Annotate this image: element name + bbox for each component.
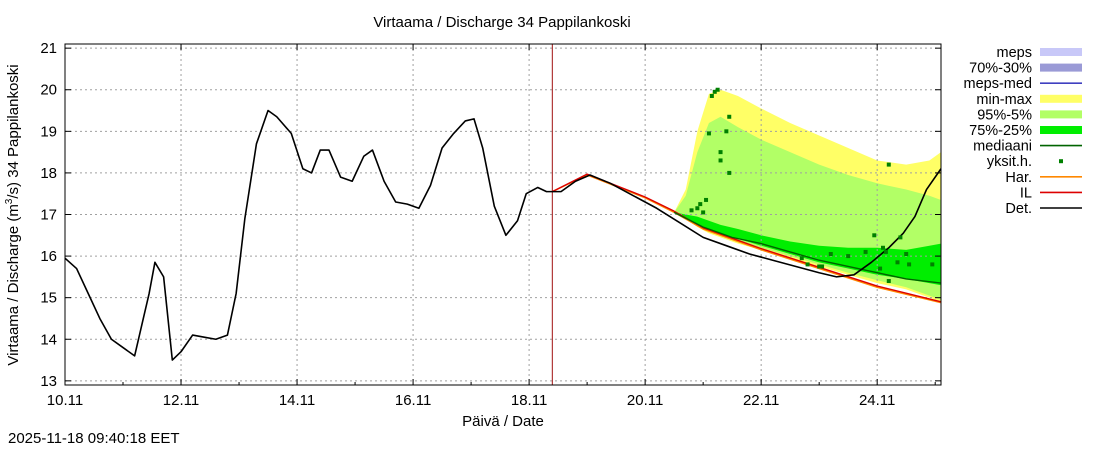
scatter-point-6 <box>709 93 714 98</box>
scatter-point-19 <box>846 254 851 259</box>
series-mediaani <box>673 211 942 284</box>
forecast-bands <box>674 89 941 302</box>
scatter-point-10 <box>718 158 723 163</box>
legend-label-yksit-h: yksit.h. <box>987 154 1032 170</box>
x-tick-label-24-11: 24.11 <box>859 392 895 409</box>
scatter-point-17 <box>820 264 825 269</box>
legend-label-75-25: 75%-25% <box>969 123 1032 139</box>
series-det <box>64 109 942 361</box>
ensemble-member-points <box>689 87 935 284</box>
grid-lines <box>64 44 941 385</box>
scatter-point-16 <box>817 264 822 269</box>
legend-swatch-yksit-h <box>1059 159 1063 164</box>
y-tick-label-18: 18 <box>40 165 57 182</box>
scatter-point-0 <box>689 208 694 213</box>
y-axis-ticks: 13 14 15 16 17 18 19 20 21 <box>40 40 941 390</box>
scatter-point-20 <box>863 249 868 254</box>
x-tick-label-20-11: 20.11 <box>627 392 663 409</box>
scatter-point-24 <box>883 249 888 254</box>
series-lines <box>64 109 942 361</box>
x-tick-label-12-11: 12.11 <box>163 392 199 409</box>
chart-title: Virtaama / Discharge 34 Pappilankoski <box>373 14 630 31</box>
scatter-point-28 <box>898 235 903 240</box>
y-tick-label-14: 14 <box>40 331 57 348</box>
scatter-point-26 <box>886 162 891 167</box>
y-tick-label-13: 13 <box>40 373 57 390</box>
y-axis-label-suffix: /s) 34 Pappilankoski <box>5 64 22 198</box>
band-75-25 <box>674 212 941 286</box>
scatter-point-5 <box>706 131 711 136</box>
legend-label-det: Det. <box>1005 201 1032 217</box>
x-axis-label: Päivä / Date <box>462 413 544 430</box>
scatter-point-22 <box>878 266 883 271</box>
legend-label-meps: meps <box>997 45 1032 61</box>
y-axis-label-sup: 3 <box>4 198 15 204</box>
scatter-point-7 <box>712 89 717 94</box>
legend-label-min-max: min-max <box>976 92 1032 108</box>
legend-label-meps-med: meps-med <box>964 76 1033 92</box>
x-axis-ticks: 10.11 12.11 14.11 16.11 18.11 20.11 22.11 24.11 <box>47 44 936 409</box>
generated-timestamp: 2025-11-18 09:40:18 EET <box>8 430 180 447</box>
x-tick-label-14-11: 14.11 <box>279 392 315 409</box>
scatter-point-31 <box>930 262 935 267</box>
legend-label-70-30: 70%-30% <box>969 61 1032 77</box>
x-tick-label-18-11: 18.11 <box>511 392 547 409</box>
scatter-point-15 <box>805 262 810 267</box>
series-har <box>552 174 942 304</box>
legend-swatch-70-30 <box>1040 63 1082 72</box>
scatter-point-25 <box>886 279 891 284</box>
scatter-point-3 <box>701 210 706 215</box>
scatter-point-1 <box>695 206 700 211</box>
legend-label-mediaani: mediaani <box>973 139 1032 155</box>
y-tick-label-17: 17 <box>40 207 57 224</box>
scatter-point-2 <box>698 202 703 207</box>
legend-label-il: IL <box>1020 185 1032 201</box>
scatter-point-4 <box>704 197 709 202</box>
scatter-point-9 <box>718 150 723 155</box>
x-tick-label-10-11: 10.11 <box>47 392 83 409</box>
y-axis-label-prefix: Virtaama / Discharge (m <box>5 204 22 365</box>
legend-swatch-meps <box>1040 48 1082 56</box>
y-tick-label-19: 19 <box>40 123 57 140</box>
scatter-point-30 <box>907 262 912 267</box>
scatter-point-23 <box>880 245 885 250</box>
scatter-point-13 <box>727 170 732 175</box>
scatter-point-29 <box>904 252 909 257</box>
y-tick-label-15: 15 <box>40 290 57 307</box>
y-tick-label-21: 21 <box>40 40 57 57</box>
y-tick-label-20: 20 <box>40 82 57 99</box>
x-tick-label-22-11: 22.11 <box>743 392 779 409</box>
legend-swatch-min-max <box>1040 94 1082 103</box>
scatter-point-21 <box>872 233 877 238</box>
legend-swatch-95-5 <box>1040 110 1082 119</box>
scatter-point-18 <box>828 252 833 257</box>
scatter-point-12 <box>727 114 732 119</box>
legend-swatch-75-25 <box>1040 126 1082 134</box>
legend-label-95-5: 95%-5% <box>977 107 1032 123</box>
y-axis-label: Virtaama / Discharge (m3/s) 34 Pappilank… <box>4 64 22 365</box>
legend-label-har: Har. <box>1005 170 1032 186</box>
y-tick-label-16: 16 <box>40 248 57 265</box>
scatter-point-11 <box>724 129 729 134</box>
scatter-point-8 <box>715 87 720 92</box>
x-tick-label-16-11: 16.11 <box>395 392 431 409</box>
legend: meps70%-30%meps-medmin-max95%-5%75%-25%m… <box>964 45 1082 217</box>
scatter-point-14 <box>799 256 804 261</box>
scatter-point-27 <box>895 260 900 265</box>
